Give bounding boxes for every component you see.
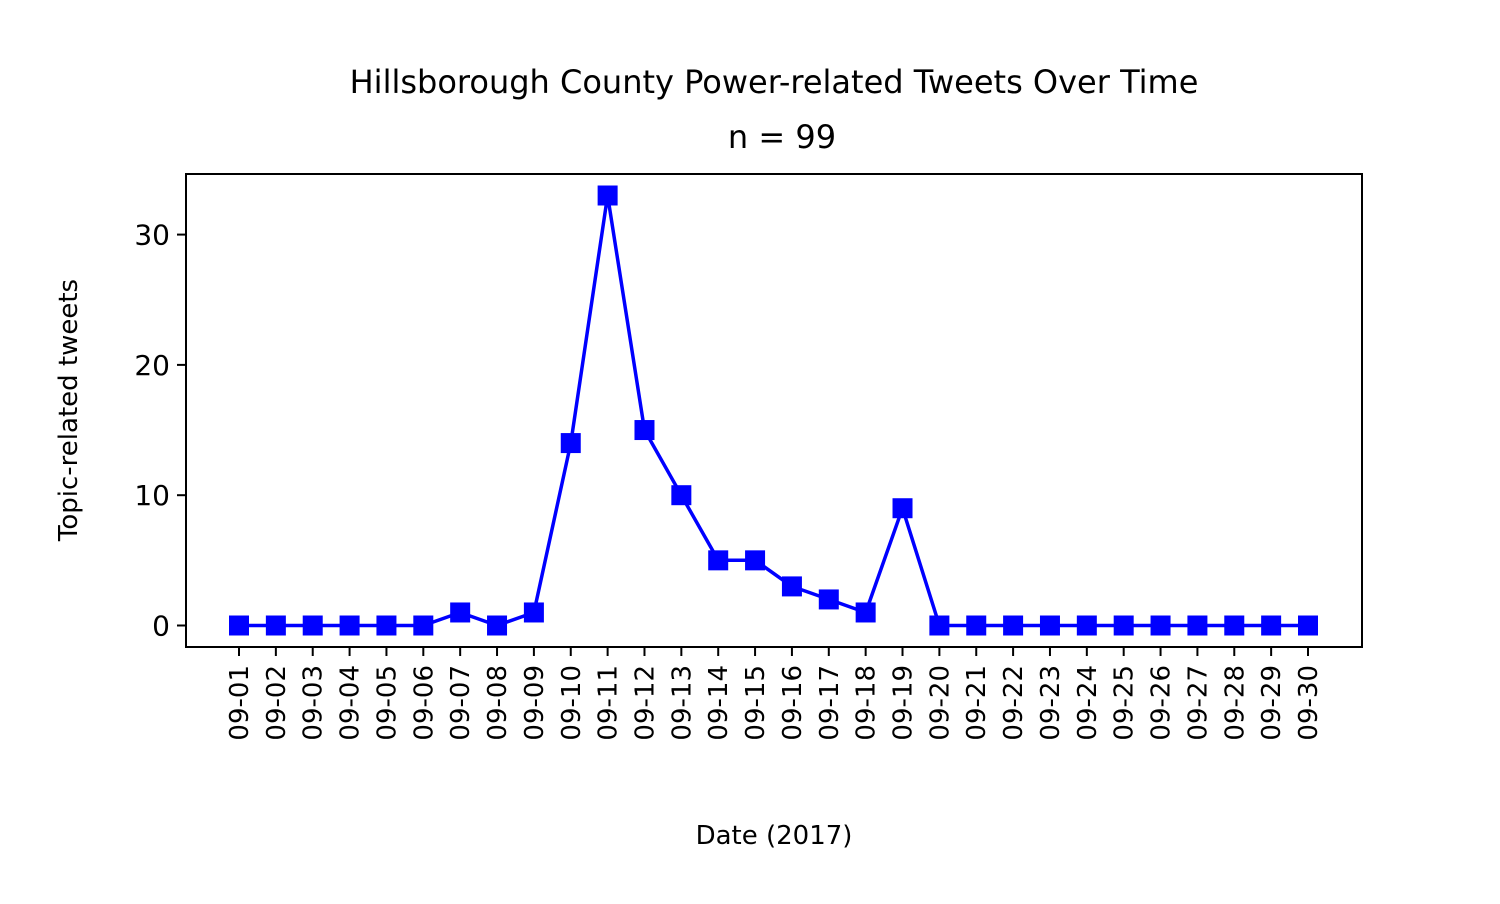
- data-point-marker: [597, 185, 618, 206]
- y-axis: 0 10 20 30: [134, 219, 186, 643]
- x-tick-label: 09-06: [409, 665, 439, 741]
- x-tick-label: 09-19: [889, 665, 919, 741]
- x-tick-label: 09-03: [299, 665, 329, 741]
- data-point-marker: [708, 550, 729, 571]
- x-tick-label: 09-21: [962, 665, 992, 741]
- y-axis-label: Topic-related tweets: [54, 279, 84, 542]
- x-tick-label: 09-28: [1220, 665, 1250, 741]
- x-tick-label: 09-16: [778, 665, 808, 741]
- x-tick-label: 09-29: [1257, 665, 1287, 741]
- data-point-marker: [892, 498, 913, 519]
- data-point-marker: [339, 615, 360, 636]
- data-point-marker: [671, 485, 692, 506]
- x-tick-label: 09-05: [372, 665, 402, 741]
- y-tick-label: 20: [134, 349, 170, 382]
- data-point-marker: [487, 615, 508, 636]
- x-tick-label: 09-02: [262, 665, 292, 741]
- x-tick-label: 09-18: [852, 665, 882, 741]
- x-tick-label: 09-13: [667, 665, 697, 741]
- x-tick-label: 09-07: [446, 665, 476, 741]
- data-point-marker: [376, 615, 397, 636]
- data-point-marker: [1261, 615, 1282, 636]
- data-point-marker: [1224, 615, 1245, 636]
- x-tick-label: 09-14: [704, 665, 734, 741]
- series-layer: [229, 185, 1318, 636]
- data-point-marker: [1150, 615, 1171, 636]
- x-tick-label: 09-12: [630, 665, 660, 741]
- data-point-marker: [745, 550, 766, 571]
- data-point-marker: [929, 615, 950, 636]
- x-tick-label: 09-11: [594, 665, 624, 741]
- data-point-marker: [818, 589, 839, 610]
- x-tick-label: 09-04: [336, 665, 366, 741]
- x-tick-label: 09-15: [741, 665, 771, 741]
- data-point-marker: [450, 602, 471, 623]
- data-point-marker: [1187, 615, 1208, 636]
- x-tick-label: 09-08: [483, 665, 513, 741]
- x-tick-label: 09-24: [1073, 665, 1103, 741]
- data-point-marker: [560, 433, 581, 454]
- plot-frame: [185, 173, 1363, 648]
- data-point-marker: [966, 615, 987, 636]
- chart-title: Hillsborough County Power-related Tweets…: [350, 63, 1199, 101]
- x-tick-label: 09-09: [520, 665, 550, 741]
- x-tick-label: 09-30: [1294, 665, 1324, 741]
- data-point-marker: [1003, 615, 1024, 636]
- x-axis: 09-01 09-02 09-03 09-04 09-05 09-06 09-07 09-08…: [225, 647, 1324, 741]
- plot-area: [186, 174, 1362, 647]
- x-tick-label: 09-22: [999, 665, 1029, 741]
- x-tick-label: 09-20: [925, 665, 955, 741]
- x-tick-label: 09-26: [1147, 665, 1177, 741]
- data-point-marker: [1113, 615, 1134, 636]
- y-tick-label: 0: [152, 610, 170, 643]
- data-point-marker: [855, 602, 876, 623]
- x-axis-label: Date (2017): [696, 821, 853, 851]
- x-tick-label: 09-01: [225, 665, 255, 741]
- data-point-marker: [523, 602, 544, 623]
- x-tick-label: 09-27: [1183, 665, 1213, 741]
- x-tick-label: 09-25: [1110, 665, 1140, 741]
- data-point-marker: [413, 615, 434, 636]
- y-tick-label: 10: [134, 479, 170, 512]
- data-point-marker: [781, 576, 802, 597]
- x-tick-label: 09-17: [815, 665, 845, 741]
- data-point-marker: [1076, 615, 1097, 636]
- data-point-marker: [229, 615, 249, 636]
- x-tick-label: 09-23: [1036, 665, 1066, 741]
- chart-subtitle: n = 99: [728, 118, 836, 156]
- data-point-marker: [634, 420, 655, 441]
- y-tick-label: 30: [134, 219, 170, 252]
- data-point-marker: [302, 615, 323, 636]
- data-point-marker: [1298, 615, 1318, 636]
- data-point-marker: [1039, 615, 1060, 636]
- x-tick-label: 09-10: [557, 665, 587, 741]
- data-point-marker: [265, 615, 286, 636]
